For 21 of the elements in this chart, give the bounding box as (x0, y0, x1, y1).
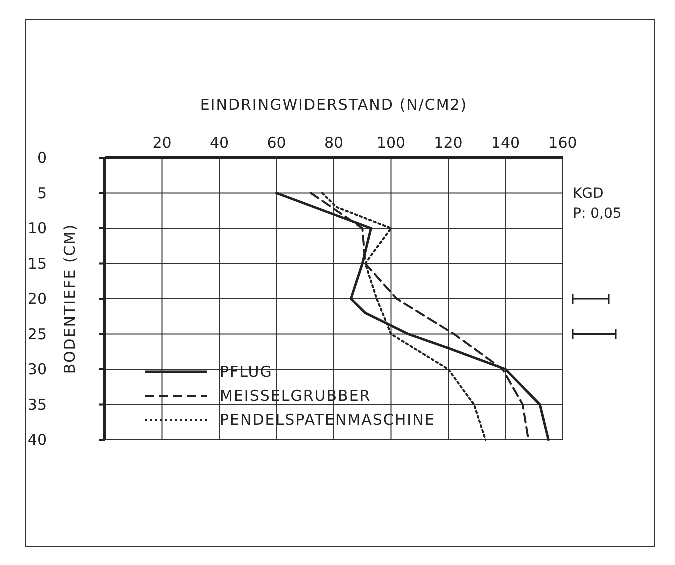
y-axis-title: BODENTIEFE (CM) (61, 224, 79, 374)
x-tick-label: 120 (434, 134, 463, 152)
y-tick-label: 0 (37, 149, 47, 167)
x-tick-label: 160 (548, 134, 578, 152)
y-tick-label: 35 (28, 396, 47, 414)
x-tick-label: 140 (491, 134, 520, 152)
x-tick-label: 40 (210, 134, 230, 152)
y-tick-label: 15 (28, 254, 47, 273)
y-tick-label: 20 (28, 290, 47, 308)
x-tick-label: 60 (267, 134, 286, 152)
y-tick-label: 30 (28, 360, 47, 378)
y-tick-label: 25 (28, 325, 47, 344)
x-tick-label: 100 (376, 134, 406, 152)
text: KGD (573, 186, 604, 202)
y-tick-label: 5 (37, 184, 47, 202)
y-tick-label: 40 (28, 431, 47, 449)
x-axis-title: EINDRINGWIDERSTAND (N/CM2) (200, 96, 468, 114)
y-tick-label: 10 (28, 220, 47, 238)
x-tick-label: 20 (152, 134, 172, 152)
x-tick-label: 80 (324, 134, 344, 152)
text: P: 0,05 (573, 206, 622, 222)
